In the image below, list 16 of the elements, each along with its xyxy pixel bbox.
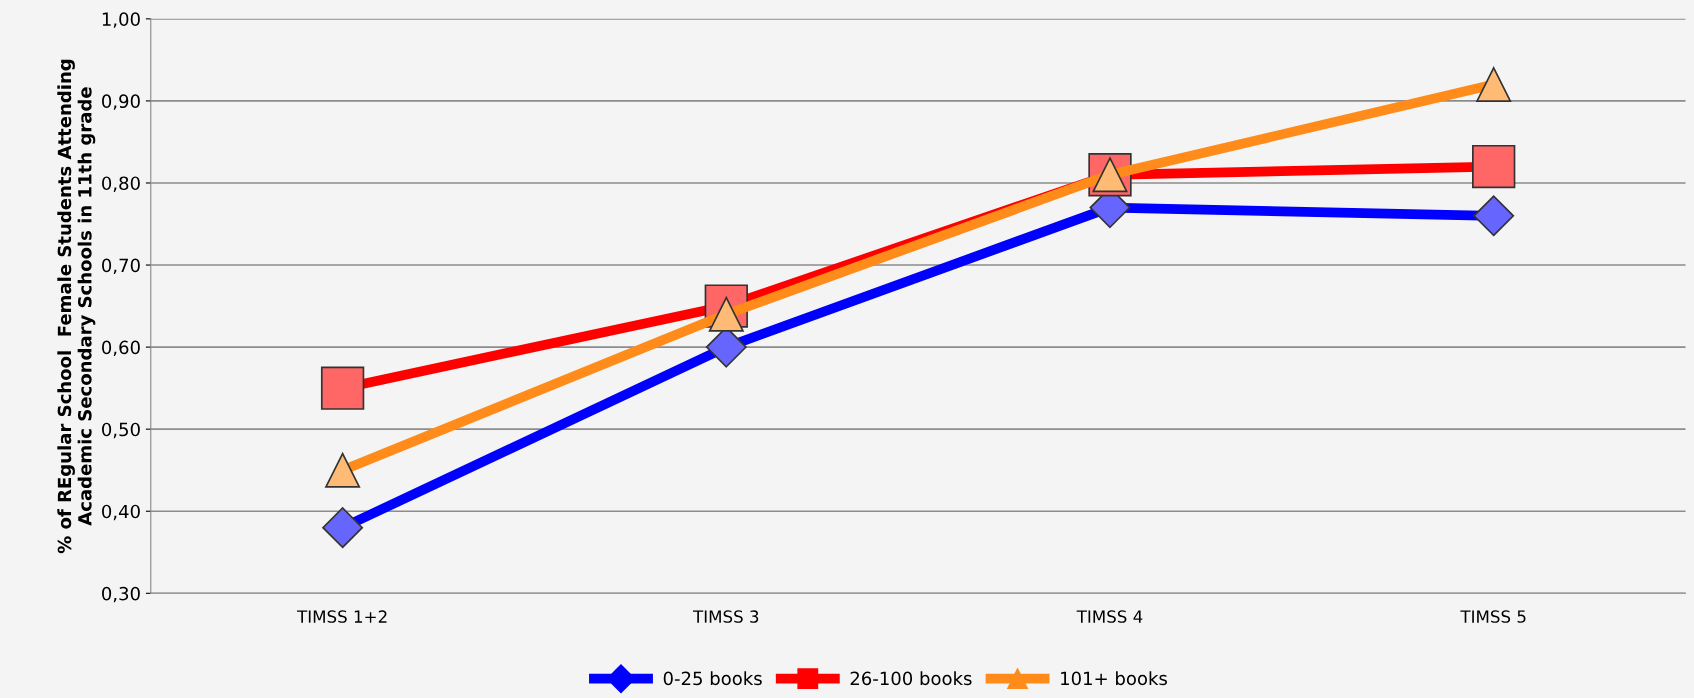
y-tick-label: 0,90 (102, 94, 140, 110)
y-tick-label: 0,80 (102, 176, 140, 192)
y-tick-label: 0,50 (102, 422, 140, 439)
legend-label: 0-25 books (663, 671, 762, 686)
x-tick-label: TIMSS 1+2 (297, 610, 387, 623)
legend-label: 26-100 books (850, 671, 972, 686)
y-tick-label: 0,60 (102, 340, 140, 357)
x-tick-label: TIMSS 5 (1460, 610, 1526, 623)
y-tick-label: 1,00 (102, 12, 140, 28)
legend-label: 101+ books (1061, 671, 1167, 686)
x-tick-label: TIMSS 3 (692, 610, 759, 623)
y-axis-title: % of REgular School Female Students Attending Academic Secondary Schools in 11th grade (57, 59, 96, 554)
y-tick-label: 0,70 (102, 258, 140, 274)
y-tick-label: 0,40 (102, 504, 140, 521)
x-tick-label: TIMSS 4 (1076, 610, 1143, 623)
y-tick-label: 0,30 (102, 586, 140, 603)
